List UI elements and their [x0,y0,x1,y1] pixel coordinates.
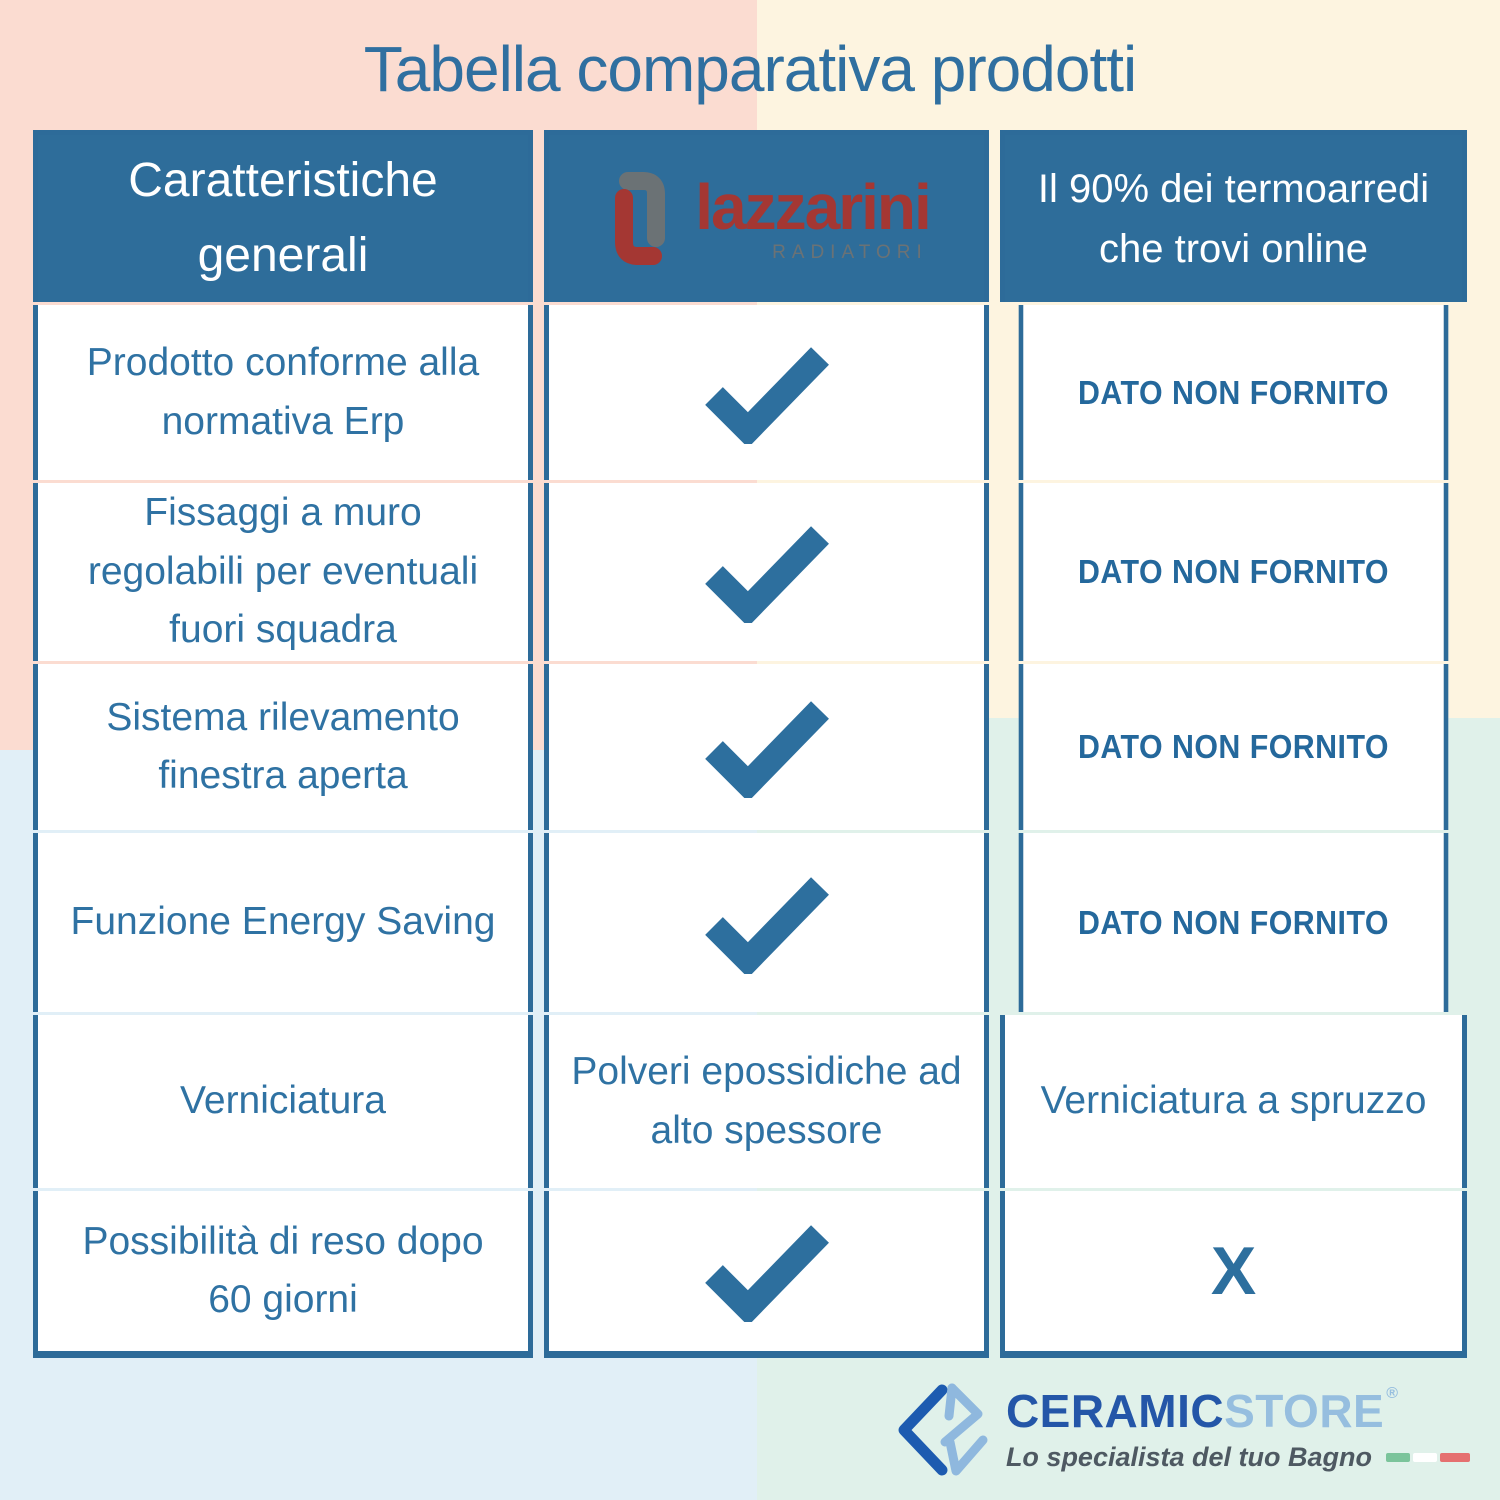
lazzarini-value-cell [544,305,989,480]
italian-flag-icon [1386,1452,1470,1462]
header-cell-features: Caratteristiche generali [33,130,533,302]
lazzarini-logo-icon [615,171,666,265]
lazzarini-logo-text: lazzarini RADIATORI [695,171,932,263]
ceramicstore-text: CERAMIC STORE ® Lo specialista del tuo B… [1005,1384,1470,1473]
competitor-value-cell: DATO NON FORNITO [1018,664,1449,830]
check-icon [704,1225,829,1322]
lazzarini-value-cell: Polveri epossidiche ad alto spessore [544,1015,989,1188]
ceramicstore-brand-line: CERAMIC STORE ® [1005,1384,1470,1437]
ceramicstore-brand-ceramic: CERAMIC [1005,1384,1225,1437]
ceramicstore-tagline-row: Lo specialista del tuo Bagno [1006,1442,1470,1473]
lazzarini-value-cell [544,483,989,661]
check-icon [704,701,829,798]
feature-cell: Funzione Energy Saving [33,833,533,1012]
lazzarini-sub-brand: RADIATORI [772,242,928,263]
feature-cell: Verniciatura [33,1015,533,1188]
check-icon [704,346,829,444]
competitor-value-cell: DATO NON FORNITO [1018,483,1449,661]
check-icon [704,876,829,974]
registered-trademark-icon: ® [1386,1384,1399,1402]
ceramicstore-tagline: Lo specialista del tuo Bagno [1005,1441,1372,1472]
feature-cell: Possibilità di reso dopo 60 giorni [33,1191,533,1358]
competitor-value-cell: DATO NON FORNITO [1018,305,1449,480]
feature-cell: Fissaggi a muro regolabili per eventuali… [33,483,533,661]
lazzarini-brand-name: lazzarini [695,171,932,243]
competitor-value-cell: Verniciatura a spruzzo [1000,1015,1467,1188]
lazzarini-value-cell [544,833,989,1012]
header-cell-competitor: Il 90% dei termoarredi che trovi online [1000,130,1467,302]
lazzarini-value-cell [544,664,989,830]
ceramicstore-logo: CERAMIC STORE ® Lo specialista del tuo B… [898,1380,1470,1480]
header-cell-lazzarini: lazzarini RADIATORI [544,130,989,302]
ceramicstore-brand-store: STORE [1224,1384,1385,1437]
lazzarini-value-cell [544,1191,989,1358]
x-mark-icon: X [1000,1191,1467,1358]
check-icon [704,526,829,623]
competitor-value-cell: DATO NON FORNITO [1018,833,1449,1012]
feature-cell: Sistema rilevamento finestra aperta [33,664,533,830]
comparison-table: Caratteristiche generali lazzarini RADIA… [33,130,1467,1358]
page-title: Tabella comparativa prodotti [363,33,1137,105]
ceramicstore-logo-icon [898,1383,988,1476]
feature-cell: Prodotto conforme alla normativa Erp [33,305,533,480]
lazzarini-logo: lazzarini RADIATORI [603,166,932,272]
